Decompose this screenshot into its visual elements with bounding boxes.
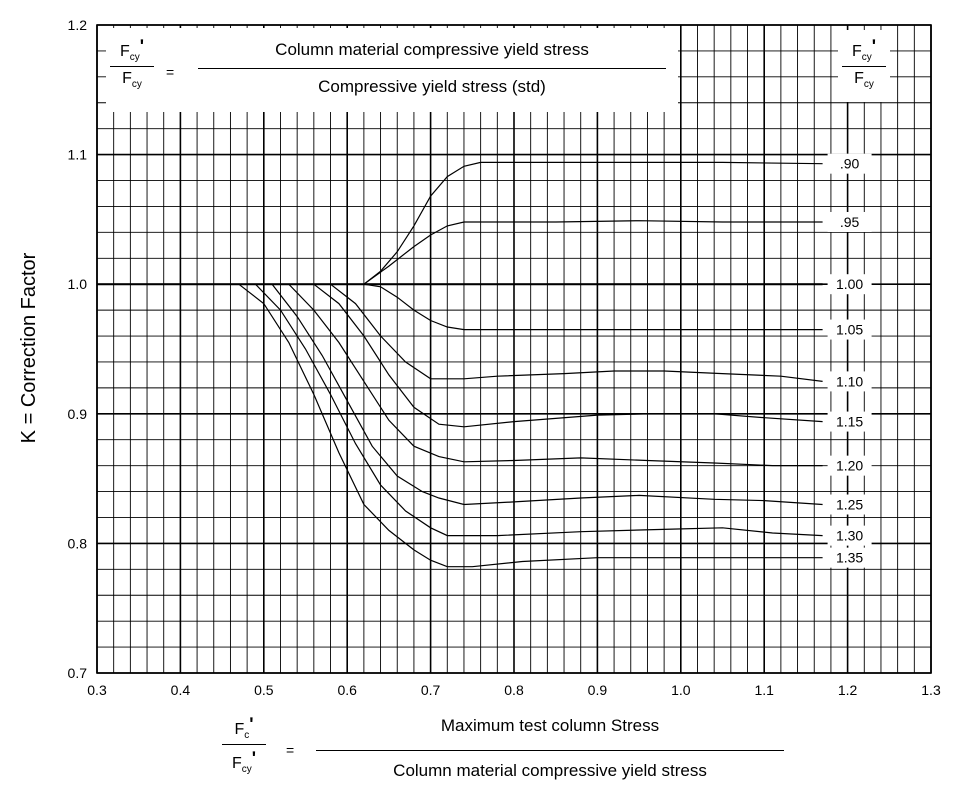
prime-mark: ʹ [249,714,254,734]
legend-den-subscript: cy [863,79,874,90]
series-label-1p25: 1.25 [836,497,863,513]
y-tick-labels: 0.7 0.8 0.9 1.0 1.1 1.2 [68,17,88,681]
x-tick-label: 0.7 [421,682,441,698]
fraction-bar [316,750,784,751]
series-label-1p35: 1.35 [836,550,863,566]
x-formula-ratio: Fcʹ Fcyʹ [222,714,266,775]
x-tick-label: 0.8 [504,682,524,698]
series-line-1p10 [97,283,823,382]
series-line-p90 [97,161,823,285]
series-label-1p10: 1.10 [836,373,863,389]
top-denominator-text: Compressive yield stress (std) [318,77,546,96]
series-label-1p00: 1.00 [836,276,863,292]
x-tick-label: 1.1 [754,682,774,698]
x-tick-label: 1.3 [921,682,941,698]
x-axis-formula: Fcʹ Fcyʹ = Maximum test column Stress Co… [214,710,794,790]
y-tick-label: 1.2 [68,17,88,33]
series-line-1p05 [97,283,823,331]
legend-den-symbol: F [854,70,864,87]
x-tick-labels: 0.3 0.4 0.5 0.6 0.7 0.8 0.9 1.0 1.1 1.2 1.3 [87,682,941,698]
top-long-fraction: Column material compressive yield stress… [198,40,666,97]
x-equals: = [286,742,295,758]
series-line-1p20 [97,283,823,467]
x-den-symbol: F [231,755,242,772]
y-tick-label: 0.7 [68,665,88,681]
legend-num-symbol: F [851,43,862,60]
series-label-background [827,547,872,568]
series-curves [97,161,823,568]
y-tick-label: 0.8 [68,535,88,551]
series-line-1p30 [97,283,823,537]
series-label-background [827,494,872,515]
y-tick-label: 0.9 [68,406,88,422]
series-label-background [827,211,872,232]
series-label-p90: .90 [840,156,860,172]
series-label-1p30: 1.30 [836,528,863,544]
x-denominator-text: Column material compressive yield stress [393,761,707,780]
series-label-background [827,525,872,546]
prime-mark: ʹ [251,748,257,768]
x-tick-label: 1.2 [838,682,858,698]
series-labels: .90 .95 1.00 1.05 1.10 1.15 1.20 1.25 1.30 1.35 [827,153,872,568]
top-formula: Fcyʹ Fcy = Column material compressive y… [106,28,678,112]
series-line-1p15 [97,283,823,428]
prime-mark: ʹ [871,36,877,56]
grid [96,24,932,674]
top-equals: = [166,64,175,80]
top-den-symbol: F [122,70,132,87]
x-num-symbol: F [234,721,245,738]
x-numerator-text: Maximum test column Stress [440,716,660,735]
top-den-subscript: cy [131,79,142,90]
x-tick-label: 0.6 [337,682,357,698]
series-label-1p20: 1.20 [836,458,863,474]
series-label-background [827,411,872,432]
top-numerator-text: Column material compressive yield stress [275,40,589,59]
series-label-background [827,319,872,340]
plot-frame [96,24,932,674]
series-label-1p05: 1.05 [836,322,863,338]
x-num-subscript: c [244,730,250,741]
top-formula-ratio: Fcyʹ Fcy [110,36,154,90]
series-label-background [827,455,872,476]
series-line-1p35 [97,283,823,568]
prime-mark: ʹ [139,36,145,56]
x-tick-label: 0.3 [87,682,107,698]
legend-ratio: Fcyʹ Fcy [842,36,886,90]
y-axis-label: K = Correction Factor [18,252,40,443]
fraction-bar [842,66,886,67]
fraction-bar [222,744,266,745]
series-line-1p25 [97,283,823,506]
fraction-bar [110,66,154,67]
y-tick-label: 1.0 [68,276,88,292]
legend-num-subscript: cy [861,52,872,63]
x-tick-label: 1.0 [671,682,691,698]
series-label-p95: .95 [840,214,860,230]
series-label-background [827,371,872,392]
fraction-bar [198,68,666,69]
top-num-subscript: cy [129,52,140,63]
top-num-symbol: F [119,43,130,60]
x-long-fraction: Maximum test column Stress Column materi… [316,716,784,781]
legend-header: Fcyʹ Fcy [838,30,890,102]
x-tick-label: 0.4 [171,682,191,698]
x-tick-label: 0.9 [588,682,608,698]
x-den-subscript: cy [241,764,252,775]
x-tick-label: 0.5 [254,682,274,698]
series-label-background [827,153,872,174]
series-line-p95 [97,220,823,285]
series-label-background [827,274,872,295]
series-label-1p15: 1.15 [836,414,863,430]
y-tick-label: 1.1 [68,147,88,163]
